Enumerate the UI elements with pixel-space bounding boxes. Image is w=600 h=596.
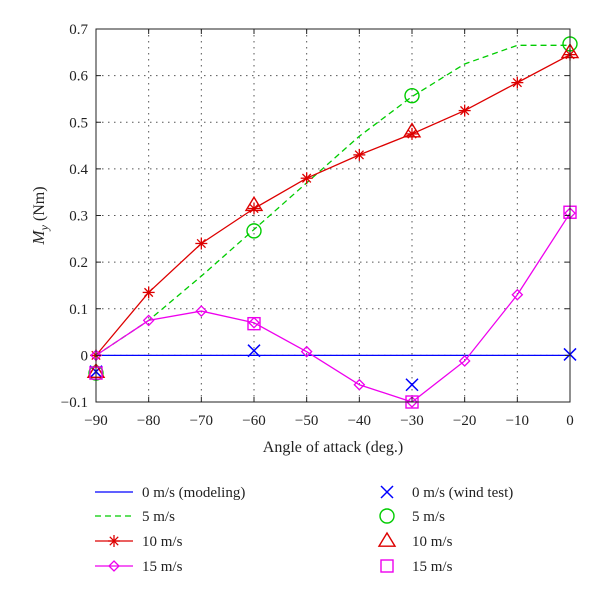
legend-label: 15 m/s bbox=[142, 559, 183, 575]
series-5-point bbox=[404, 87, 420, 104]
series-2-point-stroke bbox=[196, 238, 206, 249]
legend-swatch-marker bbox=[379, 508, 395, 524]
legend-label: 10 m/s bbox=[412, 534, 453, 550]
legend-item-7: 15 m/s bbox=[380, 559, 453, 575]
legend-item-6: 10 m/s bbox=[377, 531, 453, 550]
x-tick-label: −20 bbox=[453, 413, 476, 429]
y-tick-label: 0.5 bbox=[69, 115, 88, 131]
x-axis-label: Angle of attack (deg.) bbox=[263, 439, 403, 456]
series-4-point bbox=[247, 344, 261, 358]
series-2-point bbox=[300, 172, 313, 185]
series-2-point-stroke bbox=[354, 150, 364, 160]
series-2-point bbox=[248, 202, 260, 215]
legend-item-2: 10 m/s bbox=[95, 534, 183, 550]
legend-swatch-marker bbox=[108, 535, 120, 547]
axis-ticks: −90 −80 −70 −60 −50 −40 −30 −20 −10 0 −0.1 0 0.1 0.2 0… bbox=[61, 22, 574, 429]
y-tick-label: 0.3 bbox=[69, 209, 88, 225]
series-3-point bbox=[511, 288, 524, 301]
y-tick-label: 0.7 bbox=[69, 22, 88, 38]
y-tick-label: −0.1 bbox=[61, 395, 88, 411]
series-2-point-stroke bbox=[460, 105, 470, 116]
series-4-point-stroke bbox=[405, 378, 419, 392]
x-tick-label: −70 bbox=[190, 413, 213, 429]
series-2 bbox=[90, 48, 576, 362]
legend-item-3: 15 m/s bbox=[95, 559, 183, 575]
legend-label: 0 m/s (wind test) bbox=[412, 485, 513, 501]
series-6-point bbox=[402, 122, 422, 138]
legend-swatch-marker-stroke bbox=[109, 536, 119, 546]
x-tick-label: −60 bbox=[242, 413, 265, 429]
x-tick-label: −50 bbox=[295, 413, 318, 429]
y-tick-label: 0.2 bbox=[69, 255, 88, 271]
legend-swatch-marker bbox=[108, 560, 120, 572]
series-2-point bbox=[511, 76, 524, 89]
series-2-point bbox=[353, 148, 366, 161]
legend-label: 5 m/s bbox=[142, 509, 175, 525]
series-3-point bbox=[406, 396, 418, 408]
series-5-point bbox=[246, 223, 262, 239]
series-4-point-stroke bbox=[247, 344, 261, 358]
series-2-point-stroke bbox=[512, 77, 522, 88]
legend-label: 15 m/s bbox=[412, 559, 453, 575]
legend-swatch-marker bbox=[377, 531, 397, 547]
legend-item-1: 5 m/s bbox=[95, 509, 175, 525]
series-6-point bbox=[244, 195, 264, 212]
series-3-point bbox=[458, 355, 471, 367]
x-tick-label: −10 bbox=[506, 413, 529, 429]
x-tick-label: −30 bbox=[400, 413, 423, 429]
y-axis-label-main: M bbox=[29, 230, 48, 246]
y-tick-label: 0 bbox=[81, 348, 89, 364]
grid bbox=[96, 29, 570, 402]
legend-item-0: 0 m/s (modeling) bbox=[95, 485, 245, 501]
series-2-point bbox=[142, 286, 155, 299]
legend-item-5: 5 m/s bbox=[379, 508, 445, 525]
legend-swatch-marker bbox=[380, 485, 394, 499]
y-tick-label: 0.4 bbox=[69, 162, 88, 178]
series-7-point bbox=[247, 316, 261, 331]
series-3-point bbox=[353, 378, 366, 391]
series-3-point bbox=[248, 316, 260, 329]
legend: 0 m/s (modeling) 5 m/s 10 m/s 15 m/s 0 m/s (… bbox=[95, 485, 513, 575]
series-3-line bbox=[95, 212, 571, 403]
series-2-point-stroke bbox=[249, 203, 259, 214]
legend-label: 5 m/s bbox=[412, 509, 445, 525]
y-axis-label-sub: y bbox=[37, 224, 51, 231]
plot-series bbox=[86, 36, 580, 409]
y-tick-label: 0.1 bbox=[69, 302, 88, 318]
series-2-line bbox=[95, 54, 571, 356]
series-2-point bbox=[458, 104, 471, 117]
y-axis-label-unit: (Nm) bbox=[31, 186, 48, 225]
legend-item-4: 0 m/s (wind test) bbox=[380, 485, 513, 501]
y-axis-label: My (Nm) bbox=[29, 186, 51, 245]
x-tick-label: −40 bbox=[348, 413, 371, 429]
legend-swatch-marker bbox=[380, 559, 394, 573]
x-tick-label: 0 bbox=[566, 413, 574, 429]
legend-label: 0 m/s (modeling) bbox=[142, 485, 245, 501]
series-2-point-stroke bbox=[144, 287, 154, 298]
series-4-point bbox=[405, 378, 419, 392]
series-2-point-stroke bbox=[302, 173, 312, 183]
series-2-point bbox=[195, 237, 208, 250]
series-3-point bbox=[300, 345, 313, 358]
y-tick-label: 0.6 bbox=[69, 69, 88, 85]
legend-label: 10 m/s bbox=[142, 534, 183, 550]
x-tick-label: −90 bbox=[84, 413, 107, 429]
series-3-point bbox=[142, 314, 155, 327]
legend-swatch-marker-stroke bbox=[380, 485, 394, 499]
series-3-point bbox=[195, 305, 208, 318]
x-tick-label: −80 bbox=[137, 413, 160, 429]
